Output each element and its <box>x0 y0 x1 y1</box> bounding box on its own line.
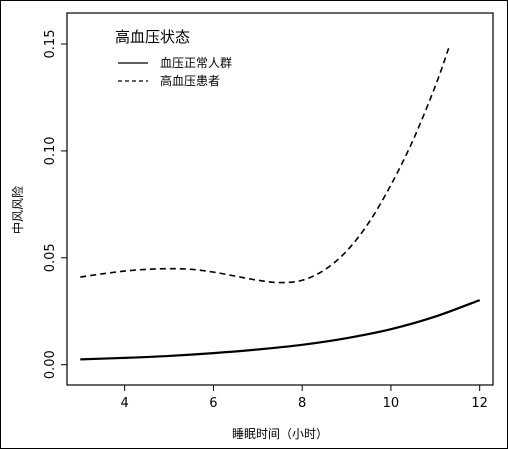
legend: 高血压状态 血压正常人群 高血压患者 <box>115 28 232 88</box>
legend-entry-normal: 血压正常人群 <box>160 56 232 70</box>
series-line-hypertension <box>80 48 450 284</box>
y-tick-label: 0.05 <box>43 243 58 272</box>
x-tick-label: 10 <box>383 396 400 411</box>
x-tick-label: 12 <box>471 396 488 411</box>
x-axis: 4 6 8 10 12 <box>121 385 488 411</box>
y-tick-label: 0.10 <box>43 136 58 165</box>
y-tick-label: 0.15 <box>43 30 58 59</box>
legend-title: 高血压状态 <box>115 28 190 46</box>
series-layer <box>80 48 481 361</box>
y-axis: 0.00 0.05 0.10 0.15 <box>43 30 67 379</box>
x-tick-label: 4 <box>121 396 129 411</box>
y-tick-label: 0.00 <box>43 350 58 379</box>
x-axis-title: 睡眠时间（小时） <box>232 427 328 441</box>
x-tick-label: 8 <box>298 396 306 411</box>
y-axis-title: 中风风险 <box>10 186 25 234</box>
plot-area <box>66 12 494 386</box>
x-tick-label: 6 <box>209 396 217 411</box>
series-line-normal <box>80 299 481 361</box>
legend-entry-hypertension: 高血压患者 <box>160 73 220 88</box>
